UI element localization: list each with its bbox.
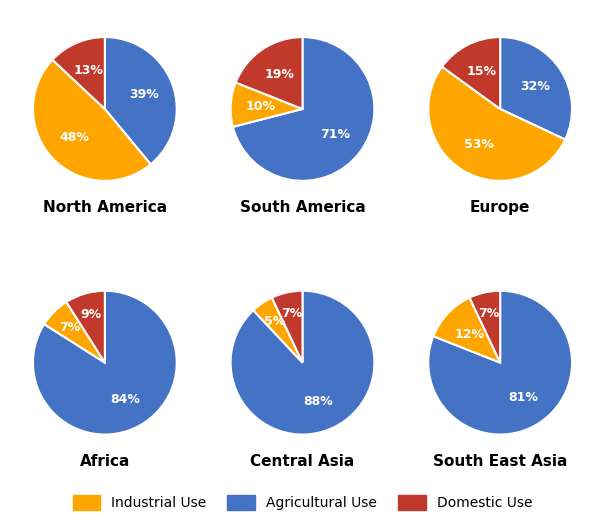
Wedge shape xyxy=(428,291,572,434)
Wedge shape xyxy=(33,60,151,181)
Text: 53%: 53% xyxy=(464,138,494,151)
Wedge shape xyxy=(53,37,105,109)
Wedge shape xyxy=(33,291,177,434)
Wedge shape xyxy=(231,82,302,127)
Title: North America: North America xyxy=(43,200,167,215)
Text: 39%: 39% xyxy=(129,89,159,101)
Legend: Industrial Use, Agricultural Use, Domestic Use: Industrial Use, Agricultural Use, Domest… xyxy=(65,488,540,517)
Text: 7%: 7% xyxy=(281,307,302,320)
Text: 13%: 13% xyxy=(73,64,103,77)
Text: 71%: 71% xyxy=(321,128,350,141)
Wedge shape xyxy=(67,291,105,363)
Wedge shape xyxy=(469,291,500,363)
Text: 88%: 88% xyxy=(303,395,333,408)
Text: 84%: 84% xyxy=(110,392,140,406)
Wedge shape xyxy=(433,298,500,363)
Text: 15%: 15% xyxy=(466,66,496,78)
Wedge shape xyxy=(272,291,302,363)
Text: 48%: 48% xyxy=(59,131,90,144)
Title: South East Asia: South East Asia xyxy=(433,454,567,468)
Wedge shape xyxy=(105,37,177,165)
Text: 5%: 5% xyxy=(264,314,285,328)
Wedge shape xyxy=(231,291,374,434)
Wedge shape xyxy=(428,67,565,181)
Text: 7%: 7% xyxy=(59,321,80,334)
Text: 9%: 9% xyxy=(80,308,102,321)
Title: Africa: Africa xyxy=(80,454,130,468)
Wedge shape xyxy=(236,37,302,109)
Title: South America: South America xyxy=(240,200,365,215)
Text: 81%: 81% xyxy=(509,390,538,403)
Text: 32%: 32% xyxy=(520,80,551,93)
Text: 12%: 12% xyxy=(455,328,485,341)
Text: 7%: 7% xyxy=(479,307,500,320)
Wedge shape xyxy=(253,298,302,363)
Text: 10%: 10% xyxy=(246,100,276,113)
Wedge shape xyxy=(500,37,572,139)
Wedge shape xyxy=(233,37,374,181)
Title: Europe: Europe xyxy=(470,200,531,215)
Text: 19%: 19% xyxy=(264,68,294,81)
Wedge shape xyxy=(44,302,105,363)
Title: Central Asia: Central Asia xyxy=(250,454,355,468)
Wedge shape xyxy=(442,37,500,109)
